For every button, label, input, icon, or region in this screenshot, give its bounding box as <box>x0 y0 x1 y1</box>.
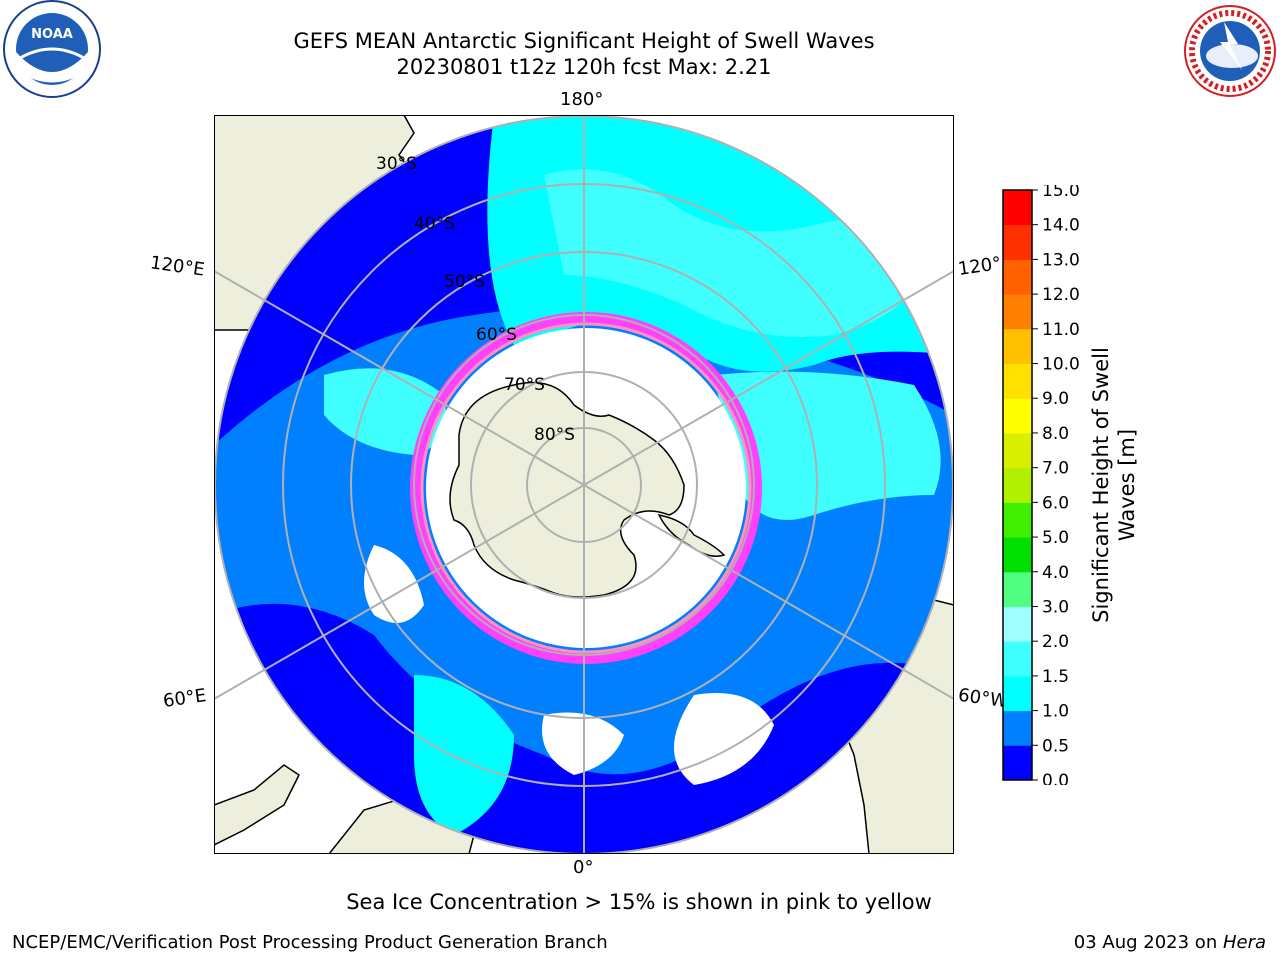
lon-label-0: 0° <box>573 857 593 878</box>
colorbar-bin <box>1003 502 1032 537</box>
colorbar-bin <box>1003 711 1032 746</box>
colorbar-bin <box>1003 468 1032 503</box>
polar-map: 30°S 40°S 50°S 60°S 70°S 80°S <box>214 115 954 854</box>
colorbar-bin <box>1003 294 1032 329</box>
sea-ice-note: Sea Ice Concentration > 15% is shown in … <box>184 890 1094 914</box>
lon-label-120e: 120°E <box>149 252 206 280</box>
colorbar-tick-label: 12.0 <box>1042 285 1080 305</box>
colorbar-tick-label: 4.0 <box>1042 563 1069 583</box>
colorbar-tick-label: 1.5 <box>1042 667 1069 687</box>
colorbar-tick-label: 9.0 <box>1042 389 1069 409</box>
noaa-logo: NOAA <box>0 0 104 100</box>
lon-label-180: 180° <box>560 89 603 110</box>
colorbar-tick-label: 3.0 <box>1042 597 1069 617</box>
colorbar-bin <box>1003 329 1032 364</box>
colorbar-bin <box>1003 225 1032 260</box>
colorbar-label: Significant Height of Swell Waves [m] <box>1088 335 1140 635</box>
footer-date: 03 Aug 2023 on Hera <box>1074 932 1266 953</box>
colorbar-tick-label: 0.0 <box>1042 771 1069 785</box>
colorbar-bin <box>1003 190 1032 225</box>
lat-label-30s: 30°S <box>376 154 417 174</box>
map-title: GEFS MEAN Antarctic Significant Height o… <box>184 27 984 55</box>
map-subtitle: 20230801 t12z 120h fcst Max: 2.21 <box>184 53 984 81</box>
colorbar-bin <box>1003 676 1032 711</box>
lat-label-70s: 70°S <box>504 375 545 395</box>
lat-label-40s: 40°S <box>414 214 455 234</box>
lat-label-50s: 50°S <box>444 272 485 292</box>
colorbar-tick-label: 8.0 <box>1042 424 1069 444</box>
colorbar-bin <box>1003 537 1032 572</box>
colorbar-tick-label: 7.0 <box>1042 459 1069 479</box>
colorbar-bin <box>1003 745 1032 780</box>
colorbar-bin <box>1003 364 1032 399</box>
footer-date-text: 03 Aug 2023 on <box>1074 932 1223 953</box>
lon-label-60e: 60°E <box>162 685 208 712</box>
colorbar-bin <box>1003 433 1032 468</box>
nws-logo <box>1176 0 1280 100</box>
colorbar-tick-label: 0.5 <box>1042 736 1069 756</box>
colorbar-tick-label: 11.0 <box>1042 320 1080 340</box>
colorbar-tick-label: 15.0 <box>1042 185 1080 201</box>
lat-label-80s: 80°S <box>534 425 575 445</box>
noaa-logo-text: NOAA <box>31 27 73 42</box>
colorbar-tick-label: 2.0 <box>1042 632 1069 652</box>
colorbar-tick-label: 1.0 <box>1042 702 1069 722</box>
colorbar-tick-label: 14.0 <box>1042 216 1080 236</box>
footer-credit: NCEP/EMC/Verification Post Processing Pr… <box>12 932 608 953</box>
colorbar-tick-label: 5.0 <box>1042 528 1069 548</box>
lat-label-60s: 60°S <box>476 325 517 345</box>
colorbar-bin <box>1003 259 1032 294</box>
colorbar-tick-label: 10.0 <box>1042 355 1080 375</box>
colorbar-bin <box>1003 606 1032 641</box>
lon-label-120w: 120° <box>957 253 1003 280</box>
colorbar-tick-label: 6.0 <box>1042 493 1069 513</box>
colorbar-bin <box>1003 398 1032 433</box>
colorbar-bin <box>1003 572 1032 607</box>
footer-machine: Hera <box>1223 932 1266 953</box>
colorbar-bin <box>1003 641 1032 676</box>
colorbar-tick-label: 13.0 <box>1042 250 1080 270</box>
